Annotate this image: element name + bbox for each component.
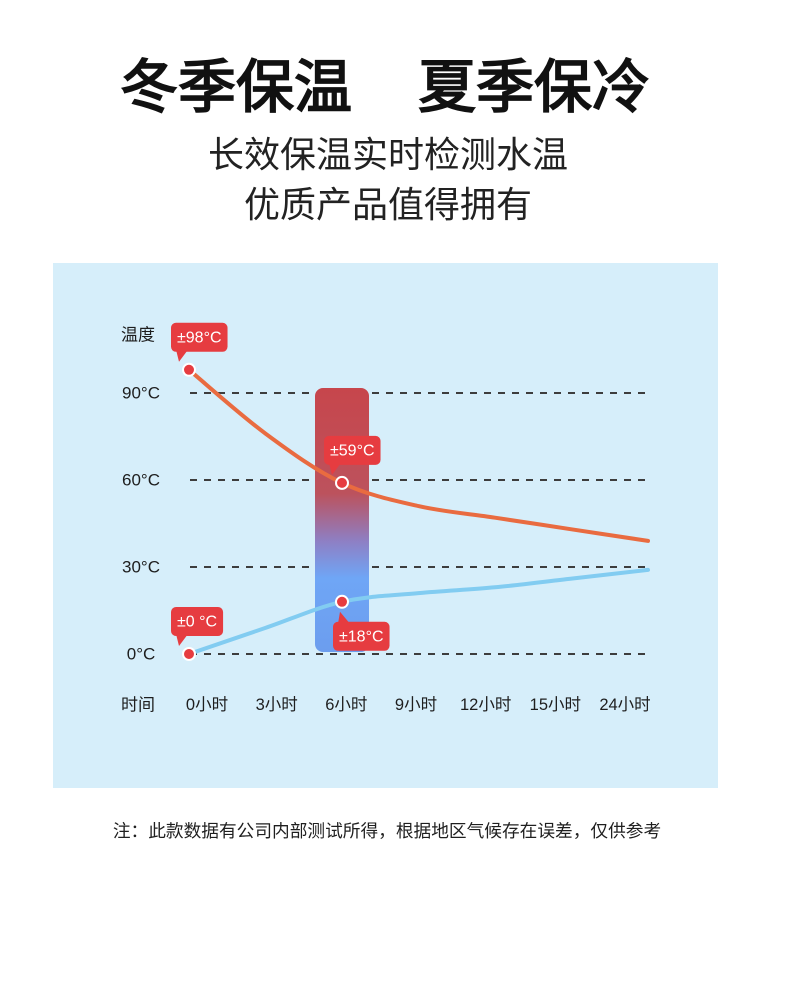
- series-line-1: [187, 567, 650, 656]
- series-line-0: [187, 367, 650, 543]
- data-label: ±18°C: [339, 628, 384, 645]
- x-axis-title: 时间: [121, 696, 155, 715]
- callout-bubble: [171, 607, 224, 636]
- y-tick-label: 90°C: [122, 384, 160, 403]
- x-tick-label: 12小时: [460, 695, 511, 714]
- data-label: ±0 °C: [177, 614, 217, 631]
- y-tick-label: 0°C: [127, 645, 156, 664]
- gridlines: [190, 392, 648, 655]
- data-point: [335, 475, 349, 490]
- temperature-chart: 温度 0°C 30°C 60°C 90°C 时间 0小时 3小时 6小时 9小时 12小时 15小时 2…: [121, 322, 651, 715]
- data-label-callout: ±98°C: [171, 322, 228, 362]
- callout-bubble: [324, 435, 381, 465]
- x-tick-label: 0小时: [186, 695, 228, 714]
- subtitle-line-2: 优质产品值得拥有: [243, 184, 532, 225]
- callout-pointer: [329, 462, 341, 475]
- data-label-callout: ±0 °C: [171, 607, 224, 646]
- headline-summer: 夏季保冷: [418, 55, 651, 120]
- highlight-bar: [315, 388, 369, 652]
- callout-pointer: [176, 634, 188, 646]
- axes: 温度 0°C 30°C 60°C 90°C 时间 0小时 3小时 6小时 9小时 12小时 15小时 2…: [121, 326, 651, 715]
- callout-pointer: [176, 349, 188, 362]
- x-tick-label: 9小时: [395, 695, 437, 714]
- callout-bubble: [333, 621, 390, 651]
- y-tick-label: 60°C: [122, 471, 160, 490]
- x-tick-label: 3小时: [256, 695, 298, 714]
- data-point: [182, 647, 196, 661]
- data-label: ±59°C: [330, 442, 375, 459]
- callout-bubble: [171, 322, 228, 352]
- data-label-callout: ±18°C: [333, 611, 390, 651]
- data-point: [335, 594, 349, 609]
- x-tick-label: 6小时: [325, 695, 367, 714]
- y-tick-label: 30°C: [122, 558, 160, 577]
- footnote: 注：此款数据有公司内部测试所得，根据地区气候存在误差，仅供参考: [112, 821, 662, 841]
- headline-winter: 冬季保温: [120, 55, 353, 120]
- x-tick-label: 24小时: [599, 695, 650, 714]
- y-axis-title: 温度: [121, 326, 155, 345]
- x-tick-label: 15小时: [530, 695, 581, 714]
- subtitle-line-1: 长效保温实时检测水温: [207, 134, 568, 175]
- data-label: ±98°C: [177, 329, 222, 346]
- data-label-callout: ±59°C: [324, 435, 381, 475]
- callout-pointer: [338, 611, 350, 624]
- data-point: [182, 362, 196, 377]
- chart-panel: 温度 0°C 30°C 60°C 90°C 时间 0小时 3小时 6小时 9小时 12小时 15小时 2…: [53, 263, 718, 788]
